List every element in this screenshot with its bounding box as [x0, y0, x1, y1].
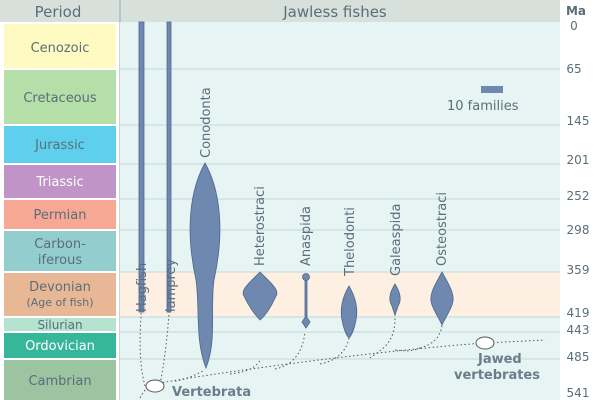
group-labels: Hagfish lamprey Conodonta Heterostraci A… [135, 87, 450, 312]
galeaspida-label: Galeaspida [389, 204, 404, 276]
age-label: 0 [570, 19, 578, 33]
ma-header: Ma [566, 4, 586, 18]
period-ordovician-label: Ordovician [25, 339, 95, 354]
thelodonti-label: Thelodonti [343, 207, 358, 277]
period-carboniferous-box [4, 231, 116, 271]
age-label: 145 [567, 114, 590, 128]
period-silurian-label: Silurian [37, 318, 82, 332]
osteostraci-label: Osteostraci [435, 192, 450, 266]
title-header-bg [120, 0, 560, 22]
jawed-vertebrates-node [475, 336, 495, 350]
period-devonian-label: Devonian [29, 280, 91, 295]
hagfish-bar [138, 21, 145, 313]
period-triassic-box [4, 165, 116, 198]
jawed-label-1: Jawed [477, 352, 522, 367]
age-label: 443 [567, 323, 590, 337]
anaspida-stem [304, 275, 308, 317]
period-header: Period [35, 3, 82, 21]
age-label: 298 [567, 223, 590, 237]
devonian-band [120, 272, 560, 316]
vertebrata-label: Vertebrata [172, 385, 251, 400]
period-cretaceous-box [4, 70, 116, 124]
period-ordovician-box [4, 333, 116, 358]
heterostraci-shape [242, 271, 278, 321]
age-label: 201 [567, 153, 590, 167]
lamprey-label: lamprey [164, 258, 179, 312]
period-carboniferous-label: Carbon- [34, 237, 86, 252]
period-devonian-subtitle: (Age of fish) [26, 296, 93, 309]
age-label: 541 [567, 386, 590, 400]
jawed-label-2: vertebrates [454, 368, 540, 383]
period-carboniferous-label-2: iferous [38, 253, 82, 268]
age-scale: 0 65 145 201 252 298 359 419 443 485 541 [566, 19, 589, 400]
legend-scale-bar [481, 86, 503, 93]
conodonta-label: Conodonta [199, 87, 214, 158]
lamprey-bar [166, 21, 172, 313]
period-silurian-box [4, 318, 116, 331]
conodonta-shape [189, 162, 221, 370]
anaspida-label: Anaspida [299, 206, 314, 266]
period-cenozoic-box [4, 24, 116, 68]
period-cambrian-label: Cambrian [28, 374, 91, 389]
period-permian-box [4, 200, 116, 229]
galeaspida-shape [389, 283, 401, 317]
period-jurassic-box [4, 126, 116, 163]
period-column: Cenozoic Cretaceous Jurassic Triassic Pe… [4, 24, 116, 400]
ma-header-bg [560, 0, 600, 22]
period-cambrian-box [4, 360, 116, 400]
hagfish-label: Hagfish [135, 263, 150, 312]
legend-label: 10 families [447, 99, 519, 114]
period-permian-label: Permian [34, 208, 87, 223]
vertebrata-node [145, 379, 165, 393]
period-devonian-box [4, 273, 116, 316]
diversity-shapes [138, 21, 454, 370]
age-label: 485 [567, 350, 590, 364]
age-label: 359 [567, 263, 590, 277]
age-label: 252 [567, 189, 590, 203]
age-label: 419 [567, 306, 590, 320]
osteostraci-shape [430, 271, 454, 327]
chart-title: Jawless fishes [282, 3, 387, 21]
period-cretaceous-label: Cretaceous [23, 91, 97, 106]
anaspida-top [302, 273, 310, 281]
period-cenozoic-label: Cenozoic [31, 41, 90, 56]
heterostraci-label: Heterostraci [253, 186, 268, 266]
thelodonti-shape [340, 285, 358, 339]
period-header-bg [0, 0, 120, 22]
anaspida-bottom [301, 315, 311, 329]
period-triassic-label: Triassic [35, 175, 83, 190]
age-label: 65 [566, 62, 581, 76]
period-jurassic-label: Jurassic [34, 138, 85, 153]
